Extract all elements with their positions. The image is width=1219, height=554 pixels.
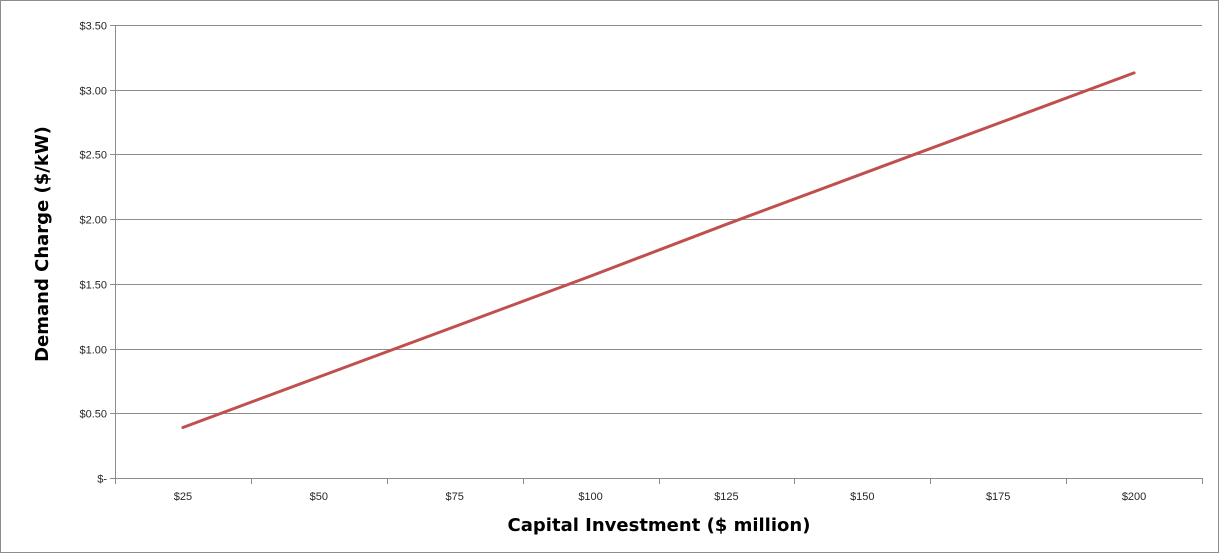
x-tick-label: $175	[986, 491, 1010, 503]
y-tick-label: $0.50	[79, 409, 107, 421]
y-tick-label: $1.50	[79, 280, 107, 292]
y-tick-label: $2.50	[79, 150, 107, 162]
series-line	[181, 71, 1136, 429]
x-tick-label: $150	[850, 491, 874, 503]
x-tick-label: $50	[310, 491, 328, 503]
y-tick-label: $1.00	[79, 345, 107, 357]
series-layer	[181, 71, 1136, 429]
y-tick-label: $3.50	[79, 21, 107, 33]
gridlines	[115, 25, 1202, 414]
tick-labels: $- $0.50 $1.00 $1.50 $2.00 $2.50 $3.00 $3.50 $25…	[79, 21, 1146, 504]
y-tick-label: $3.00	[79, 86, 107, 98]
x-tick-label: $200	[1122, 491, 1146, 503]
y-axis-title: Demand Charge ($/kW)	[32, 126, 53, 362]
axes	[110, 25, 1203, 484]
y-tick-label: $2.00	[79, 215, 107, 227]
x-axis-title: Capital Investment ($ million)	[508, 515, 811, 536]
x-tick-label: $25	[174, 491, 192, 503]
x-tick-label: $125	[714, 491, 738, 503]
x-tick-label: $75	[446, 491, 464, 503]
x-tick-label: $100	[578, 491, 602, 503]
y-tick-label: $-	[97, 474, 107, 486]
